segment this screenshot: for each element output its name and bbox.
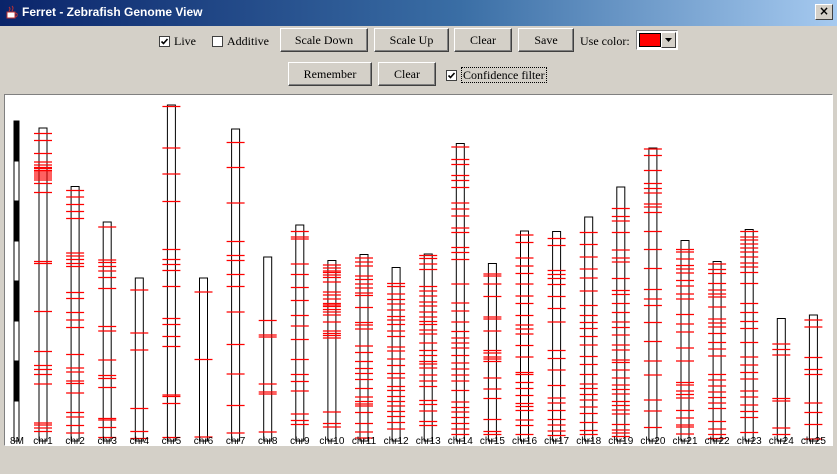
chromosome-label: chr8 — [258, 436, 278, 446]
chromosome-label: chr21 — [672, 436, 697, 446]
chromosome-bar-chr12 — [391, 267, 401, 442]
chromosome-bar-chr24 — [776, 318, 786, 442]
window-title: Ferret - Zebrafish Genome View — [22, 5, 203, 19]
scale-bar-segment — [13, 280, 20, 322]
chromosome-bar-chr25 — [808, 314, 818, 442]
save-button[interactable]: Save — [518, 28, 574, 52]
chromosome-label: chr12 — [384, 436, 409, 446]
clear-button[interactable]: Clear — [454, 28, 512, 52]
chromosome-bar-chr17 — [552, 231, 562, 442]
chromosome-label: chr23 — [737, 436, 762, 446]
chromosome-label: chr1 — [33, 436, 53, 446]
chromosome-label: chr4 — [130, 436, 150, 446]
scale-bar-segment — [13, 360, 20, 402]
chromosome-label: chr5 — [162, 436, 182, 446]
chromosome-label: chr7 — [226, 436, 246, 446]
chromosome-bar-chr15 — [487, 263, 497, 442]
genome-canvas[interactable]: 8M chr1 chr2 chr3 chr4 chr5 chr6 chr7 chr8 chr9 ch… — [5, 95, 833, 446]
color-dropdown[interactable] — [636, 30, 678, 50]
additive-checkbox[interactable]: Additive — [212, 33, 269, 49]
chromosome-bar-chr5 — [166, 104, 176, 442]
genome-view-panel[interactable]: 8M chr1 chr2 chr3 chr4 chr5 chr6 chr7 chr8 chr9 ch… — [4, 94, 833, 446]
chromosome-bar-chr16 — [520, 230, 529, 442]
chromosome-bar-chr1 — [38, 127, 48, 442]
scale-bar-segment — [13, 400, 20, 442]
confidence-filter-label: Confidence filter — [461, 66, 547, 83]
java-cup-icon — [6, 5, 18, 19]
chromosome-bar-chr7 — [231, 128, 241, 442]
chromosome-label: chr9 — [290, 436, 310, 446]
chromosome-label: chr22 — [705, 436, 730, 446]
chromosome-bar-chr11 — [359, 254, 369, 442]
scale-bar-segment — [13, 120, 20, 162]
scale-up-button[interactable]: Scale Up — [374, 28, 449, 52]
chromosome-label: chr14 — [448, 436, 473, 446]
scale-bar-segment — [13, 200, 20, 242]
chevron-down-icon — [665, 38, 672, 42]
close-button[interactable]: × — [815, 4, 833, 20]
chromosome-bar-chr8 — [263, 256, 273, 442]
additive-label: Additive — [227, 33, 269, 48]
chromosome-label: chr16 — [512, 436, 537, 446]
chromosome-label: chr25 — [801, 436, 826, 446]
color-swatch — [639, 33, 661, 47]
live-checkbox-box[interactable] — [159, 35, 170, 47]
confidence-checkbox-box[interactable] — [446, 69, 457, 81]
chromosome-bar-chr10 — [327, 260, 337, 442]
scale-bar-segment — [13, 240, 20, 282]
chromosome-bar-chr21 — [680, 240, 690, 442]
scale-down-button[interactable]: Scale Down — [280, 28, 368, 52]
additive-checkbox-box[interactable] — [212, 35, 223, 47]
chromosome-label: chr19 — [608, 436, 633, 446]
chromosome-label: chr10 — [319, 436, 344, 446]
chromosome-bar-chr4 — [134, 277, 144, 442]
scale-label: 8M — [10, 436, 24, 446]
chromosome-bar-chr19 — [616, 186, 626, 442]
dropdown-arrow-button[interactable] — [661, 32, 676, 48]
chromosome-label: chr18 — [576, 436, 601, 446]
title-bar: Ferret - Zebrafish Genome View × — [0, 0, 837, 26]
confidence-filter-checkbox[interactable]: Confidence filter — [446, 66, 547, 83]
live-check-mark-icon — [160, 38, 169, 45]
chromosome-label: chr13 — [416, 436, 441, 446]
chromosome-label: chr15 — [480, 436, 505, 446]
remember-button[interactable]: Remember — [288, 62, 372, 86]
chromosome-label: chr11 — [352, 436, 377, 446]
chromosome-bar-chr13 — [423, 253, 433, 442]
chromosome-label: chr17 — [544, 436, 569, 446]
chromosome-bar-chr23 — [744, 229, 754, 442]
use-color-label: Use color: — [580, 34, 630, 48]
chromosome-label: chr24 — [769, 436, 794, 446]
chromosome-label: chr6 — [194, 436, 214, 446]
chromosome-label: chr3 — [97, 436, 117, 446]
chromosome-bar-chr2 — [70, 186, 80, 442]
chromosome-bar-chr14 — [455, 143, 465, 442]
chromosome-bar-chr20 — [648, 147, 658, 442]
chromosome-bar-chr22 — [712, 261, 722, 442]
chromosome-bar-chr9 — [295, 224, 305, 442]
live-label: Live — [174, 33, 196, 48]
scale-bar-segment — [13, 160, 20, 202]
confidence-check-mark-icon — [447, 72, 456, 79]
chromosome-label: chr20 — [640, 436, 665, 446]
chromosome-label: chr2 — [65, 436, 85, 446]
scale-bar-segment — [13, 320, 20, 362]
clear-remembered-button[interactable]: Clear — [378, 62, 436, 86]
live-checkbox[interactable]: Live — [159, 33, 196, 49]
